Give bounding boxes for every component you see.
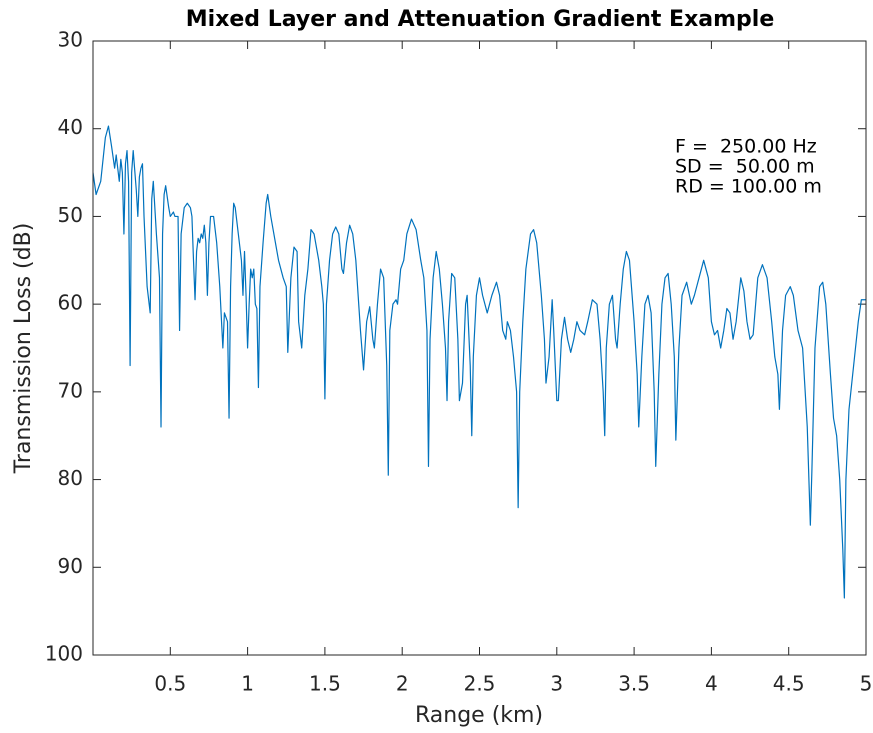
y-tick-label: 70 [58,378,83,402]
annotation: RD = 100.00 m [675,176,822,198]
y-tick-label: 80 [58,466,83,490]
x-tick-label: 2.5 [464,672,496,696]
y-tick-label: 90 [58,554,83,578]
x-tick-label: 3.5 [618,672,650,696]
x-tick-label: 5 [860,672,873,696]
x-tick-label: 3 [550,672,563,696]
y-tick-label: 30 [58,28,83,52]
x-axis-label: Range (km) [415,703,543,728]
x-tick-label: 1.5 [309,672,341,696]
x-tick-label: 2 [396,672,409,696]
y-axis-label: Transmission Loss (dB) [11,223,36,475]
x-tick-label: 1 [241,672,254,696]
x-tick-label: 4 [705,672,718,696]
y-tick-label: 50 [58,203,83,227]
annotation: SD = 50.00 m [675,156,815,178]
x-tick-label: 0.5 [154,672,186,696]
chart-title: Mixed Layer and Attenuation Gradient Exa… [186,7,774,32]
annotation: F = 250.00 Hz [675,136,817,158]
x-tick-label: 4.5 [773,672,805,696]
y-tick-label: 60 [58,291,83,315]
y-tick-label: 100 [45,642,83,666]
plot-frame [92,40,867,656]
data-line [93,125,866,599]
y-tick-label: 40 [58,115,83,139]
